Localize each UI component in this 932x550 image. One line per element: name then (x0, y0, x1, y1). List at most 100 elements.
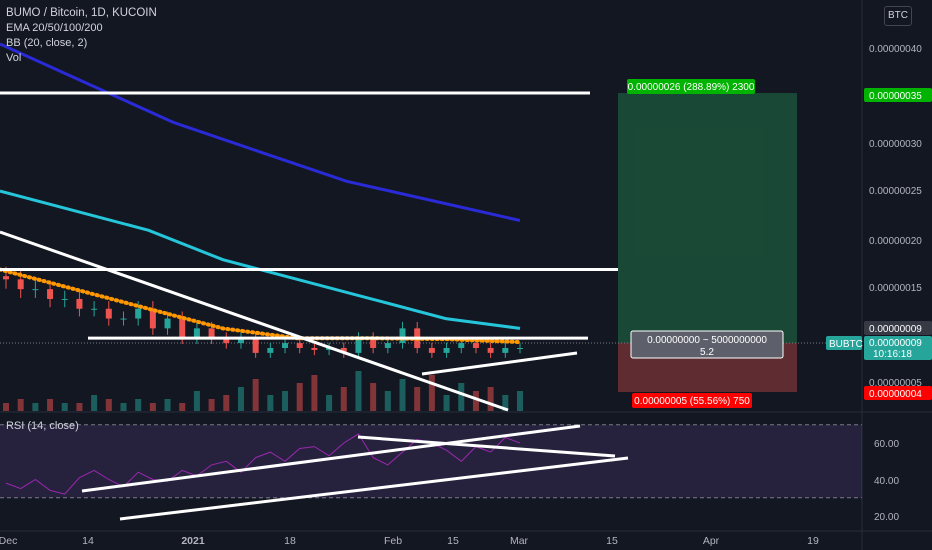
ema200-line (0, 42, 521, 222)
bb-legend[interactable]: BB (20, close, 2) (6, 37, 88, 49)
volume-bar (47, 399, 54, 411)
volume-bar (326, 395, 333, 411)
candle-body (3, 276, 9, 280)
time-tick-label: Mar (510, 535, 529, 547)
candle-body (17, 279, 24, 290)
candles (3, 266, 523, 358)
volume-bar (76, 403, 83, 411)
currency-button[interactable]: BTC (884, 6, 912, 26)
candle-body (384, 343, 391, 348)
profit-label-bg (627, 79, 755, 94)
price-tag-bg (864, 321, 932, 335)
volume-bar (370, 383, 377, 411)
volume-bar (149, 403, 156, 411)
time-tick-label: 18 (284, 535, 296, 547)
candle-body (164, 318, 171, 329)
rsi-band (0, 424, 862, 498)
rsi-trend-line (357, 435, 616, 458)
candle-body (47, 289, 54, 299)
ema-legend[interactable]: EMA 20/50/100/200 (6, 22, 103, 34)
rsi-channel-upper (81, 424, 581, 493)
volume-bar (3, 403, 9, 411)
candle-body (32, 289, 39, 291)
time-tick-label: 15 (447, 535, 459, 547)
candle-body (487, 347, 494, 353)
candle-body (282, 343, 289, 348)
axes (826, 88, 932, 400)
loss-label-bg (632, 393, 752, 408)
candle-body (223, 338, 230, 344)
volume-bar (105, 399, 112, 411)
rsi-tick-label: 60.00 (874, 439, 899, 450)
rsi-legend[interactable]: RSI (14, close) (6, 420, 79, 432)
price-tick-label: 0.00000004 (869, 389, 922, 400)
volume-bar (91, 395, 98, 411)
volume-bar (399, 379, 406, 411)
volume-bar (355, 371, 362, 411)
current-price-tag (864, 336, 932, 360)
candle-body (443, 347, 450, 353)
time-tick-label: 14 (82, 535, 94, 547)
volume-bar (384, 391, 391, 411)
candle-body (193, 328, 200, 339)
volume-bar (443, 395, 450, 411)
candle-body (428, 347, 435, 353)
rsi-pane (0, 424, 862, 521)
downtrend-line (0, 230, 509, 412)
symbol-tag: BUBTC (829, 339, 863, 350)
volume-bar (472, 391, 479, 411)
time-tick-label: Apr (703, 535, 720, 547)
candle-body (472, 343, 479, 348)
candle-body (208, 328, 215, 339)
candle-body (105, 308, 112, 319)
candle-body (76, 298, 83, 309)
candle-body (61, 298, 68, 300)
time-tick-label: Feb (384, 535, 402, 547)
volume-bar (164, 399, 171, 411)
countdown-label: 10:16:18 (873, 349, 912, 360)
volume-bar (208, 399, 215, 411)
long-position-tool (0, 79, 862, 408)
volume-bar (340, 387, 347, 411)
candle-body (267, 347, 274, 353)
volume-bar (135, 399, 142, 411)
volume-bar (414, 387, 421, 411)
price-tick-label: 0.00000015 (869, 283, 922, 294)
rsi-tick-label: 40.00 (874, 476, 899, 487)
candle-body (399, 328, 406, 344)
position-info-label: 0.00000000 ~ 5000000000 (647, 335, 767, 346)
price-tick-label: 0.00000030 (869, 139, 922, 150)
volume-bar (428, 375, 435, 411)
profit-zone (618, 93, 797, 344)
vol-legend[interactable]: Vol (6, 52, 22, 64)
price-tick-label: 0.00000040 (869, 44, 922, 55)
volume-bar (296, 383, 303, 411)
volume-bar (237, 387, 244, 411)
candle-body (149, 308, 156, 329)
profit-label: 0.00000026 (288.89%) 2300 (628, 82, 755, 93)
symbol-title[interactable]: BUMO / Bitcoin, 1D, KUCOIN (6, 7, 157, 19)
volume-bar (179, 403, 186, 411)
candle-body (179, 318, 186, 339)
candle-body (311, 347, 318, 350)
volume-bar (17, 399, 24, 411)
candle-body (355, 338, 362, 353)
loss-label: 0.00000005 (55.56%) 750 (634, 396, 750, 407)
volume-bar (193, 391, 200, 411)
position-ratio-label: 5.2 (700, 347, 714, 358)
volume-bar (267, 395, 274, 411)
price-tag-bg (864, 88, 932, 102)
volume-bar (120, 403, 127, 411)
volume-bar (517, 391, 523, 411)
candle-body (326, 347, 333, 350)
time-tick-label: 15 (606, 535, 618, 547)
candle-body (502, 347, 509, 353)
candle-body (370, 338, 377, 348)
candle-body (91, 308, 98, 310)
volume-bar (252, 379, 259, 411)
candle-body (135, 308, 142, 319)
candle-body (458, 343, 465, 348)
candle-body (252, 338, 259, 353)
